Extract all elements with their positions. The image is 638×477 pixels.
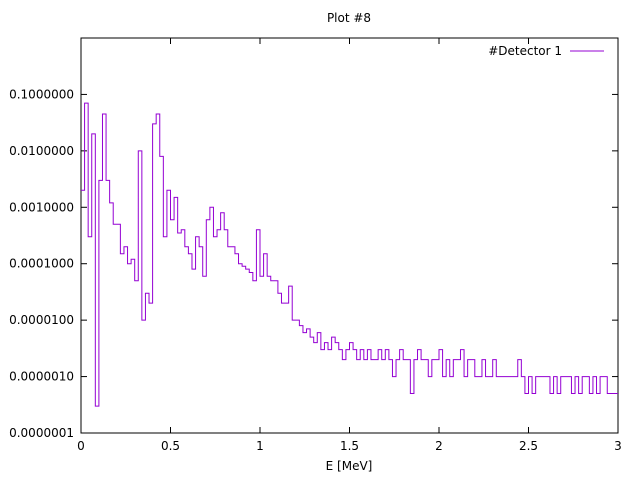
y-tick-label: 0.0010000 — [9, 200, 74, 214]
x-tick-label: 2.5 — [519, 439, 538, 453]
y-tick-label: 0.0001000 — [9, 257, 74, 271]
y-tick-label: 0.0000001 — [9, 426, 74, 440]
x-axis-label: E [MeV] — [326, 459, 373, 473]
x-axis: 0 0.5 1 1.5 2 2.5 3 — [77, 38, 622, 453]
series-layer — [81, 102, 618, 407]
x-tick-label: 0.5 — [161, 439, 180, 453]
plot-frame — [80, 37, 619, 434]
series-line-detector-1 — [81, 102, 618, 407]
y-tick-label: 0.0000010 — [9, 370, 74, 384]
legend-label-detector-1: #Detector 1 — [488, 44, 562, 58]
y-axis: 0.0000001 0.0000010 0.0000100 0.0001000 0.00… — [9, 87, 618, 440]
x-tick-label: 1.5 — [340, 439, 359, 453]
x-tick-label: 2 — [435, 439, 443, 453]
x-tick-label: 0 — [77, 439, 85, 453]
y-tick-label: 0.0100000 — [9, 144, 74, 158]
y-tick-label: 0.0000100 — [9, 313, 74, 327]
x-tick-label: 3 — [614, 439, 622, 453]
x-tick-label: 1 — [256, 439, 264, 453]
legend: #Detector 1 — [488, 44, 604, 58]
chart-title: Plot #8 — [327, 11, 371, 25]
y-tick-label: 0.1000000 — [9, 87, 74, 101]
